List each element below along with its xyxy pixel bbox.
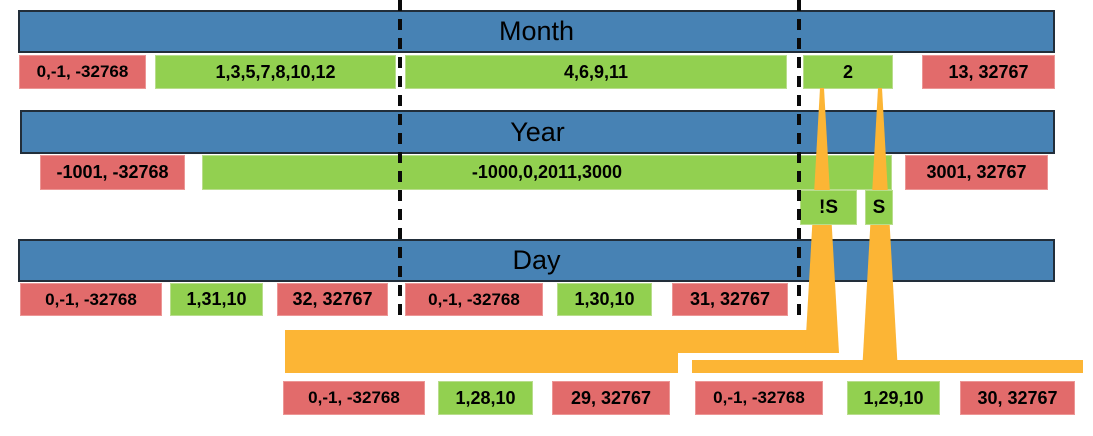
month-invalid-high-box: 13, 32767 — [922, 55, 1055, 89]
feb-leap-invalid-high-box: 30, 32767 — [960, 381, 1075, 415]
day30-invalid-high-box: 31, 32767 — [672, 283, 788, 316]
month-bar-label: Month — [498, 16, 575, 46]
day31-invalid-high-box: 32, 32767 — [277, 283, 388, 316]
feb-leap-invalid-low-box: 0,-1, -32768 — [695, 381, 823, 415]
day30-valid-box: 1,30,10 — [557, 283, 652, 316]
special-year-box: S — [865, 190, 893, 225]
day31-valid-box: 1,31,10 — [170, 283, 263, 316]
day31-invalid-low-box: 0,-1, -32768 — [20, 283, 162, 316]
feb-nonleap-valid-box: 1,28,10 — [438, 381, 533, 415]
partition-line-left — [398, 0, 402, 318]
year-invalid-low-box: -1001, -32768 — [40, 155, 185, 190]
year-valid-box: -1000,0,2011,3000 — [202, 155, 892, 190]
partition-line-right — [797, 0, 801, 318]
day-bar-label: Day — [512, 245, 561, 275]
year-bar-label: Year — [510, 116, 565, 147]
feb-leap-valid-box: 1,29,10 — [847, 381, 940, 415]
feb-nonleap-invalid-high-box: 29, 32767 — [552, 381, 670, 415]
day-bar: Day — [18, 239, 1055, 282]
day30-invalid-low-box: 0,-1, -32768 — [405, 283, 543, 316]
month-invalid-low-box: 0,-1, -32768 — [19, 55, 146, 89]
year-bar: Year — [20, 110, 1055, 154]
month-31day-box: 1,3,5,7,8,10,12 — [155, 55, 396, 89]
month-bar: Month — [18, 10, 1055, 53]
not-special-year-box: !S — [800, 190, 857, 225]
year-invalid-high-box: 3001, 32767 — [905, 155, 1048, 190]
month-february-box: 2 — [803, 55, 893, 89]
month-30day-box: 4,6,9,11 — [405, 55, 787, 89]
nonleap-flow-channel-lower — [285, 352, 678, 373]
leap-flow-channel — [692, 360, 1083, 373]
nonleap-flow-channel-upper — [285, 330, 835, 353]
feb-nonleap-invalid-low-box: 0,-1, -32768 — [283, 381, 425, 415]
